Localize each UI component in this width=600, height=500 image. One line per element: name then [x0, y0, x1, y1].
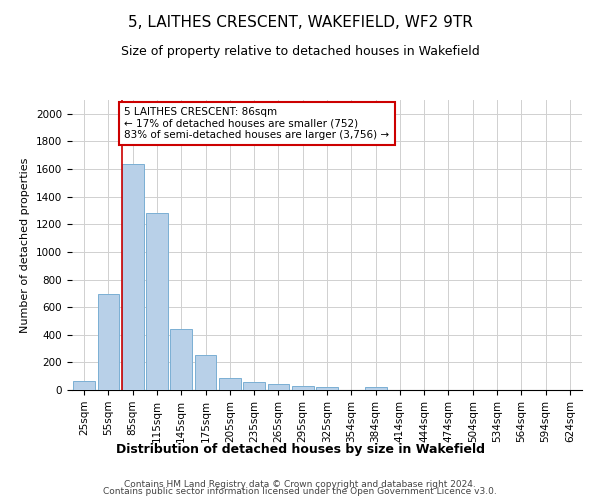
- Bar: [122, 164, 143, 390]
- Bar: [97, 294, 119, 390]
- Bar: [365, 387, 386, 390]
- Bar: [243, 382, 265, 390]
- Bar: [170, 329, 192, 390]
- Text: 5 LAITHES CRESCENT: 86sqm
← 17% of detached houses are smaller (752)
83% of semi: 5 LAITHES CRESCENT: 86sqm ← 17% of detac…: [124, 107, 389, 140]
- Text: Contains HM Land Registry data © Crown copyright and database right 2024.: Contains HM Land Registry data © Crown c…: [124, 480, 476, 489]
- Text: Contains public sector information licensed under the Open Government Licence v3: Contains public sector information licen…: [103, 488, 497, 496]
- Bar: [194, 355, 217, 390]
- Bar: [292, 386, 314, 390]
- Text: Distribution of detached houses by size in Wakefield: Distribution of detached houses by size …: [115, 442, 485, 456]
- Text: Size of property relative to detached houses in Wakefield: Size of property relative to detached ho…: [121, 45, 479, 58]
- Text: 5, LAITHES CRESCENT, WAKEFIELD, WF2 9TR: 5, LAITHES CRESCENT, WAKEFIELD, WF2 9TR: [128, 15, 472, 30]
- Bar: [73, 381, 95, 390]
- Bar: [146, 212, 168, 390]
- Y-axis label: Number of detached properties: Number of detached properties: [20, 158, 31, 332]
- Bar: [219, 378, 241, 390]
- Bar: [268, 384, 289, 390]
- Bar: [316, 386, 338, 390]
